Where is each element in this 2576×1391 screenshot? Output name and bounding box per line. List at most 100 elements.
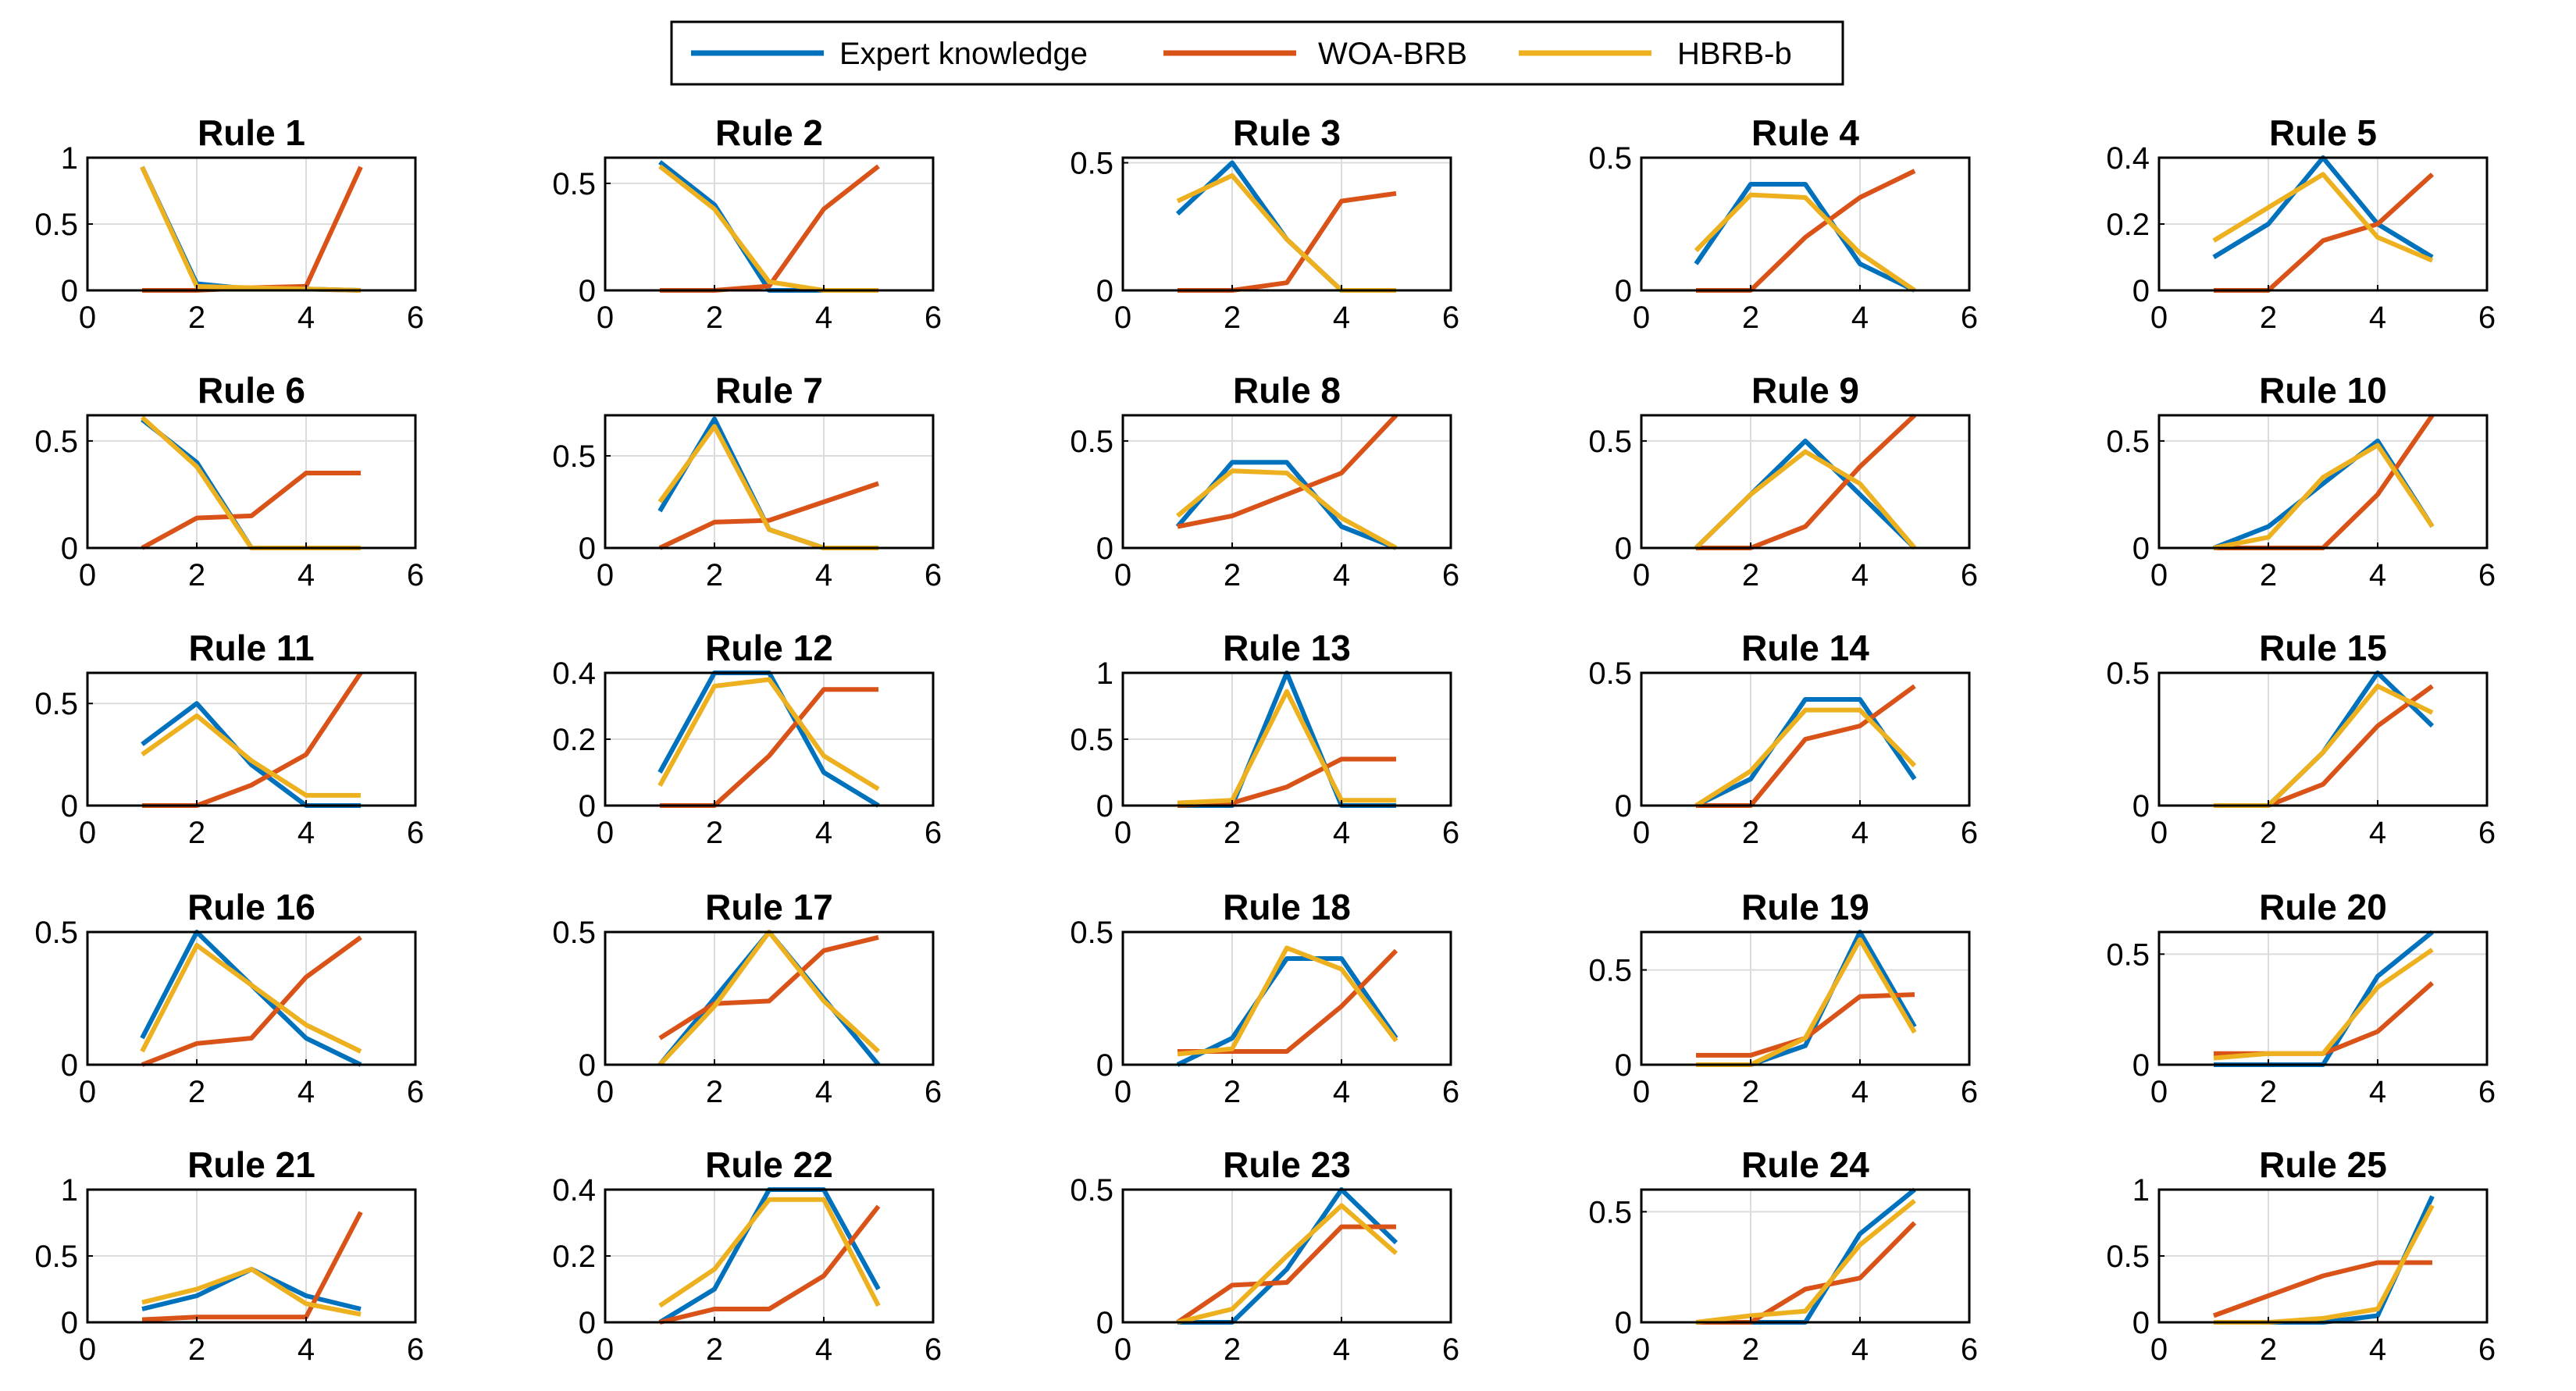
panel-title: Rule 6 <box>198 370 305 411</box>
y-tick-label: 0.5 <box>1588 1195 1632 1229</box>
panel-rule-15: 0 2 4 6 0 0.5 Rule 15 <box>2106 628 2496 850</box>
x-tick-label: 4 <box>2369 1332 2386 1367</box>
y-tick-label: 0 <box>579 1048 596 1083</box>
panel-rule-3: 0 2 4 6 0 0.5 Rule 3 <box>1070 112 1459 335</box>
y-tick-label: 0.4 <box>552 1173 596 1208</box>
x-tick-label: 6 <box>1442 1075 1459 1109</box>
panel-rule-2: 0 2 4 6 0 0.5 Rule 2 <box>552 112 942 335</box>
series-hbrb-line <box>2213 443 2435 550</box>
x-tick-label: 0 <box>2150 301 2168 335</box>
x-tick-label: 2 <box>1224 816 1241 850</box>
panel-rule-9: 0 2 4 6 0 0.5 Rule 9 <box>1588 370 1978 592</box>
panel-title: Rule 17 <box>705 887 833 927</box>
x-tick-label: 0 <box>1633 816 1650 850</box>
plot-area <box>1123 158 1451 290</box>
y-tick-label: 1 <box>61 141 78 176</box>
series-woa-line <box>1176 1224 1396 1325</box>
x-tick-label: 0 <box>1633 558 1650 592</box>
y-tick-label: 0.5 <box>2106 1240 2150 1274</box>
x-tick-label: 4 <box>298 301 315 335</box>
panel-rule-18: 0 2 4 6 0 0.5 Rule 18 <box>1070 887 1459 1109</box>
panel-title: Rule 5 <box>2269 112 2377 153</box>
panel-title: Rule 14 <box>1741 628 1869 668</box>
x-tick-label: 2 <box>2260 1332 2277 1367</box>
x-tick-label: 2 <box>706 301 723 335</box>
x-tick-label: 2 <box>188 1075 205 1109</box>
panel-rule-20: 0 2 4 6 0 0.5 Rule 20 <box>2106 887 2496 1109</box>
axes-box <box>604 156 935 292</box>
x-tick-label: 2 <box>706 816 723 850</box>
x-tick-label: 0 <box>597 1075 614 1109</box>
x-tick-label: 4 <box>298 816 315 850</box>
x-tick-label: 2 <box>706 1075 723 1109</box>
x-tick-label: 2 <box>188 558 205 592</box>
panel-title: Rule 11 <box>188 628 314 668</box>
y-tick-label: 0.5 <box>1070 723 1113 757</box>
series-hbrb-line <box>1176 468 1398 550</box>
x-tick-label: 6 <box>407 1332 424 1367</box>
x-tick-label: 4 <box>1851 1075 1869 1109</box>
panel-rule-5: 0 2 4 6 0 0.2 0.4 Rule 5 <box>2106 112 2496 335</box>
series-woa-line <box>1177 413 1398 529</box>
x-tick-label: 2 <box>2260 558 2277 592</box>
panel-title: Rule 22 <box>705 1144 833 1185</box>
axes-box <box>1121 1188 1452 1324</box>
x-tick-label: 6 <box>1961 301 1978 335</box>
panel-title: Rule 21 <box>187 1144 315 1185</box>
series-woa-line <box>659 1204 881 1325</box>
axes-box <box>2157 930 2489 1066</box>
series-hbrb-line <box>1177 1203 1398 1325</box>
x-tick-label: 2 <box>1224 1075 1241 1109</box>
x-tick-label: 2 <box>1742 301 1759 335</box>
y-tick-label: 0 <box>61 1306 78 1340</box>
x-tick-label: 2 <box>1224 1332 1241 1367</box>
x-tick-label: 2 <box>2260 816 2277 850</box>
panel-rule-24: 0 2 4 6 0 0.5 Rule 24 <box>1588 1144 1978 1367</box>
series-hbrb-line <box>1694 192 1916 293</box>
y-tick-label: 0.5 <box>34 1240 78 1274</box>
legend-label-expert: Expert knowledge <box>839 37 1088 71</box>
panel-title: Rule 4 <box>1751 112 1859 153</box>
y-tick-label: 0 <box>2132 1306 2150 1340</box>
series-hbrb-line <box>1694 449 1917 550</box>
x-tick-label: 2 <box>706 1332 723 1367</box>
x-tick-label: 2 <box>188 816 205 850</box>
y-tick-label: 0 <box>1615 274 1632 308</box>
y-tick-label: 0 <box>1096 1048 1113 1083</box>
x-tick-label: 6 <box>1442 301 1459 335</box>
series-hbrb-line <box>1695 1198 1916 1325</box>
series-hbrb-line <box>141 1267 362 1317</box>
series-woa-line <box>658 934 879 1041</box>
y-tick-label: 0 <box>61 532 78 566</box>
series-hbrb-line <box>1177 688 1396 806</box>
axes-box <box>1640 156 1971 292</box>
x-tick-label: 4 <box>815 301 832 335</box>
panel-rule-8: 0 2 4 6 0 0.5 Rule 8 <box>1070 370 1459 592</box>
legend-label-hbrb: HBRB-b <box>1677 37 1792 71</box>
y-tick-label: 0 <box>579 274 596 308</box>
axes-box <box>604 930 935 1066</box>
x-tick-label: 6 <box>925 1075 942 1109</box>
series-hbrb-line <box>658 1197 881 1308</box>
x-tick-label: 0 <box>79 816 96 850</box>
y-tick-label: 0.5 <box>1588 141 1632 176</box>
panel-title: Rule 8 <box>1233 370 1341 411</box>
y-tick-label: 0.4 <box>2106 141 2150 176</box>
x-tick-label: 4 <box>1333 1075 1350 1109</box>
y-tick-label: 0 <box>1096 274 1113 308</box>
y-tick-label: 0.5 <box>552 916 596 950</box>
plot-area <box>1641 1190 1969 1322</box>
series-woa-line <box>2212 1260 2432 1318</box>
axes-box <box>86 414 417 550</box>
panel-rule-25: 0 2 4 6 0 0.5 1 Rule 25 <box>2106 1144 2496 1367</box>
y-tick-label: 0.5 <box>2106 937 2150 972</box>
y-tick-label: 0 <box>1096 789 1113 824</box>
axes-box <box>1121 414 1452 550</box>
panel-rule-22: 0 2 4 6 0 0.2 0.4 Rule 22 <box>552 1144 942 1367</box>
series-woa-line <box>141 935 362 1067</box>
y-tick-label: 0 <box>61 274 78 308</box>
plot-area <box>1123 932 1451 1065</box>
y-tick-label: 0 <box>2132 274 2150 308</box>
panel-rule-1: 0 2 4 6 0 0.5 1 Rule 1 <box>34 112 424 335</box>
